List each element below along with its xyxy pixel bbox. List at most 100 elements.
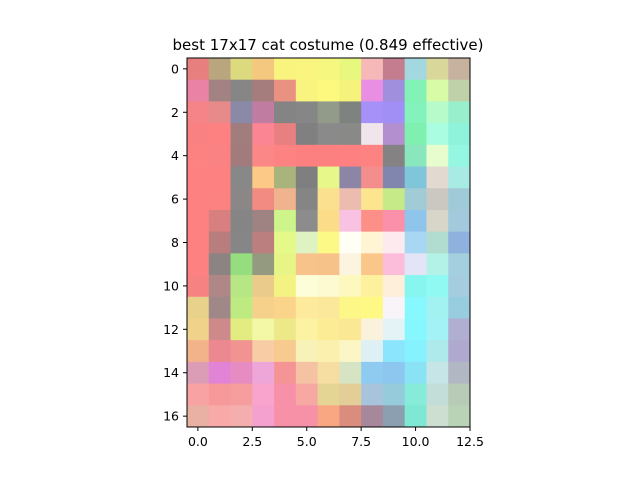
heatmap-cell <box>339 361 362 384</box>
heatmap-cell <box>295 253 319 276</box>
heatmap-cell <box>208 405 231 428</box>
heatmap-cell <box>339 123 362 146</box>
heatmap-cell <box>361 405 384 428</box>
heatmap-cell <box>382 188 406 211</box>
heatmap-cell <box>448 361 471 384</box>
heatmap-cell <box>274 405 297 428</box>
heatmap-cell <box>404 253 427 276</box>
heatmap-cell <box>187 253 210 276</box>
heatmap-cell <box>252 296 275 319</box>
y-tick-label: 12 <box>163 322 179 337</box>
heatmap-cell <box>361 318 384 341</box>
heatmap-cell <box>426 231 449 254</box>
heatmap-cell <box>339 144 362 167</box>
heatmap-cell <box>361 361 384 384</box>
x-tick-label: 5.0 <box>297 434 317 449</box>
heatmap-cell <box>382 123 406 146</box>
heatmap-cell <box>448 405 471 428</box>
heatmap-cell <box>426 101 449 124</box>
heatmap-cell <box>404 318 427 341</box>
heatmap-cell <box>426 275 449 298</box>
heatmap-cell <box>339 231 362 254</box>
heatmap-cell <box>404 296 427 319</box>
x-tick-label: 0.0 <box>188 434 208 449</box>
heatmap-cell <box>274 79 297 102</box>
heatmap-cell <box>426 253 449 276</box>
heatmap-cell <box>187 58 210 81</box>
heatmap-cell <box>274 209 297 233</box>
heatmap-cell <box>361 123 384 146</box>
heatmap-cell <box>274 123 297 146</box>
heatmap-cell <box>317 58 340 81</box>
heatmap-cell <box>252 361 275 384</box>
heatmap-cell <box>230 101 253 124</box>
heatmap-cell <box>448 231 471 254</box>
heatmap-cell <box>274 361 297 384</box>
heatmap-cell <box>448 123 471 146</box>
heatmap-cell <box>274 275 297 298</box>
heatmap-cell <box>274 253 297 276</box>
heatmap-cell <box>230 340 253 363</box>
heatmap-cell <box>339 318 362 341</box>
heatmap-cell <box>361 166 384 189</box>
heatmap-cell <box>230 383 253 406</box>
heatmap-cell <box>382 296 406 319</box>
heatmap-cell <box>187 405 210 428</box>
heatmap-cell <box>230 58 253 81</box>
y-tick-label: 8 <box>171 235 179 250</box>
heatmap-cell <box>339 209 362 233</box>
heatmap-cell <box>208 58 231 81</box>
heatmap-cell <box>404 231 427 254</box>
heatmap-cell <box>448 253 471 276</box>
heatmap-cell <box>295 340 319 363</box>
heatmap-cell <box>295 101 319 124</box>
heatmap-cell <box>317 405 340 428</box>
heatmap-cell <box>426 318 449 341</box>
heatmap-cell <box>361 101 384 124</box>
heatmap-cell <box>361 188 384 211</box>
x-tick-label: 2.5 <box>242 434 262 449</box>
heatmap-cell <box>317 231 340 254</box>
heatmap-cell <box>339 383 362 406</box>
heatmap-cell <box>382 231 406 254</box>
heatmap-cell <box>208 79 231 102</box>
heatmap-cell <box>230 275 253 298</box>
heatmap-cell <box>187 79 210 102</box>
heatmap-cell <box>339 101 362 124</box>
heatmap-cell <box>187 144 210 167</box>
heatmap-cell <box>404 101 427 124</box>
heatmap-cell <box>295 361 319 384</box>
heatmap-cell <box>382 79 406 102</box>
y-tick-label: 0 <box>171 61 179 76</box>
heatmap-cell <box>252 383 275 406</box>
heatmap-cell <box>448 340 471 363</box>
heatmap-cell <box>274 58 297 81</box>
heatmap-cell <box>361 209 384 233</box>
heatmap-cell <box>187 340 210 363</box>
heatmap-cell <box>187 383 210 406</box>
y-tick-label: 6 <box>171 192 179 207</box>
heatmap-cell <box>404 340 427 363</box>
heatmap-cell <box>339 79 362 102</box>
heatmap-cell <box>230 144 253 167</box>
heatmap-cell <box>404 188 427 211</box>
heatmap-cell <box>361 383 384 406</box>
x-axis: 0.0 2.5 5.0 7.5 10.0 12.5 <box>188 427 484 449</box>
heatmap-cell <box>187 296 210 319</box>
heatmap-cell <box>361 144 384 167</box>
heatmap-cell <box>361 275 384 298</box>
heatmap-cell <box>404 166 427 189</box>
heatmap-cell <box>317 144 340 167</box>
heatmap-cell <box>404 123 427 146</box>
heatmap-cell <box>404 79 427 102</box>
heatmap-cell <box>295 58 319 81</box>
heatmap-cell <box>426 58 449 81</box>
heatmap-cell <box>448 209 471 233</box>
heatmap-cell <box>339 296 362 319</box>
heatmap-cell <box>426 383 449 406</box>
heatmap-cell <box>208 166 231 189</box>
heatmap-cell <box>426 188 449 211</box>
heatmap-cell <box>252 405 275 428</box>
heatmap-cell <box>426 296 449 319</box>
